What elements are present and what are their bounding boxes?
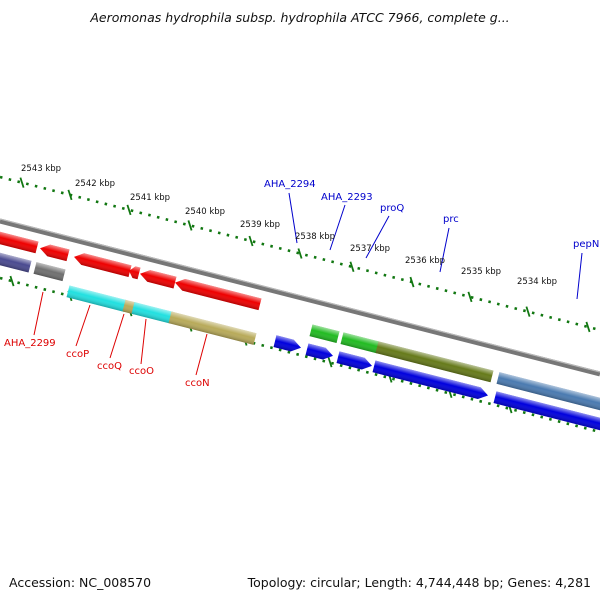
- scale-major-tick: [349, 261, 355, 273]
- scale-ticks: [0, 175, 600, 434]
- feature-green-1: [309, 324, 340, 344]
- leader-ccon: [195, 333, 208, 376]
- feature-grey-shade: [33, 262, 66, 282]
- scale-label: 2543 kbp: [21, 164, 61, 174]
- backbone: [0, 218, 600, 377]
- feature-steelblue-shade: [496, 372, 600, 412]
- leader-proq: [365, 215, 390, 259]
- leader-ccoo: [140, 318, 147, 365]
- backbone-highlight: [0, 218, 600, 373]
- feature-red-5: [140, 270, 177, 289]
- feature-blue-3-shade: [336, 351, 373, 370]
- feature-red-4-shade: [129, 266, 141, 280]
- leader-ccoq: [109, 313, 125, 359]
- feature-blue-5-shade: [493, 391, 600, 432]
- feature-steelblue: [496, 372, 600, 412]
- gene-label-ccoq: ccoQ: [97, 361, 122, 372]
- scale-label: 2542 kbp: [75, 179, 115, 189]
- feature-red-2: [40, 244, 70, 262]
- feature-red-3: [74, 253, 132, 277]
- scale-major-tick: [467, 291, 473, 303]
- feature-cyan-1-shade: [66, 285, 128, 312]
- accession-text: Accession: NC_008570: [9, 575, 152, 590]
- gene-label-aha_2299: AHA_2299: [4, 338, 56, 349]
- topology-summary-text: Topology: circular; Length: 4,744,448 bp…: [247, 575, 591, 590]
- leader-pepn: [576, 252, 583, 300]
- scale-major-tick: [19, 177, 25, 188]
- labels: 2543 kbp 2542 kbp 2541 kbp 2540 kbp 2539 kbp…: [4, 164, 599, 389]
- feature-blue-4: [372, 360, 489, 400]
- leader-ccop: [75, 304, 91, 347]
- gene-label-pepn: pepN: [573, 239, 599, 250]
- scale-label: 2536 kbp: [405, 256, 445, 266]
- feature-purple-shade: [0, 251, 32, 273]
- backbone-line: [0, 218, 600, 377]
- feature-green-1-shade: [309, 324, 340, 344]
- scale-label: 2540 kbp: [185, 207, 225, 217]
- feature-cyan-1: [66, 285, 128, 312]
- leader-aha_2293: [329, 204, 346, 251]
- leader-prc: [439, 227, 450, 273]
- feature-red-2-shade: [40, 244, 70, 262]
- feature-green-2: [340, 332, 380, 354]
- scale-inner-tick: [9, 275, 15, 287]
- feature-blue-1-shade: [273, 335, 301, 352]
- feature-red-1-shade: [0, 230, 39, 254]
- leader-aha_2294: [288, 192, 298, 244]
- feature-red-3-shade: [74, 253, 132, 277]
- scale-inner-tick: [327, 356, 333, 368]
- feature-khaki-2-shade: [168, 311, 257, 345]
- feature-blue-2: [305, 343, 333, 360]
- gene-label-aha_2294: AHA_2294: [264, 179, 316, 190]
- feature-olive: [375, 341, 494, 383]
- feature-cyan-2-shade: [131, 302, 174, 324]
- scale-major-tick: [409, 276, 415, 288]
- gene-label-proq: proQ: [380, 203, 404, 214]
- gene-label-aha_2293: AHA_2293: [321, 192, 373, 203]
- scale-label: 2539 kbp: [240, 220, 280, 230]
- scale-major-tick: [585, 321, 591, 333]
- scale-label: 2538 kbp: [295, 232, 335, 242]
- feature-grey: [33, 262, 66, 282]
- feature-purple: [0, 251, 32, 273]
- scale-major-tick: [297, 248, 303, 259]
- gene-label-ccoo: ccoO: [129, 366, 154, 377]
- gene-label-prc: prc: [443, 214, 459, 225]
- feature-blue-5: [493, 391, 600, 432]
- scale-major-tick: [67, 189, 73, 201]
- feature-red-5-shade: [140, 270, 177, 289]
- page-title: Aeromonas hydrophila subsp. hydrophila A…: [90, 10, 510, 25]
- scale-label: 2537 kbp: [350, 244, 390, 254]
- scale-major-tick: [126, 204, 132, 216]
- feature-khaki-2: [168, 311, 257, 345]
- gene-label-ccop: ccoP: [66, 349, 89, 360]
- label-leaders: [33, 192, 583, 376]
- scale-major-tick: [187, 220, 193, 231]
- feature-blue-2-shade: [305, 343, 333, 360]
- scale-label: 2535 kbp: [461, 267, 501, 277]
- scale-label: 2534 kbp: [517, 277, 557, 287]
- feature-blue-4-shade: [372, 360, 489, 400]
- feature-red-1: [0, 230, 39, 254]
- feature-blue-3: [336, 351, 373, 370]
- feature-tracks: [0, 230, 600, 432]
- gene-label-ccon: ccoN: [185, 378, 210, 389]
- feature-red-6: [175, 279, 262, 311]
- feature-blue-1: [273, 335, 301, 352]
- scale-major-tick: [525, 306, 531, 317]
- scale-major-tick: [248, 235, 254, 247]
- feature-green-2-shade: [340, 332, 380, 354]
- feature-red-6-shade: [175, 279, 262, 311]
- feature-red-4: [129, 266, 141, 280]
- feature-cyan-2: [131, 302, 174, 324]
- scale-label: 2541 kbp: [130, 193, 170, 203]
- feature-olive-shade: [375, 341, 494, 383]
- leader-aha_2299: [33, 291, 44, 336]
